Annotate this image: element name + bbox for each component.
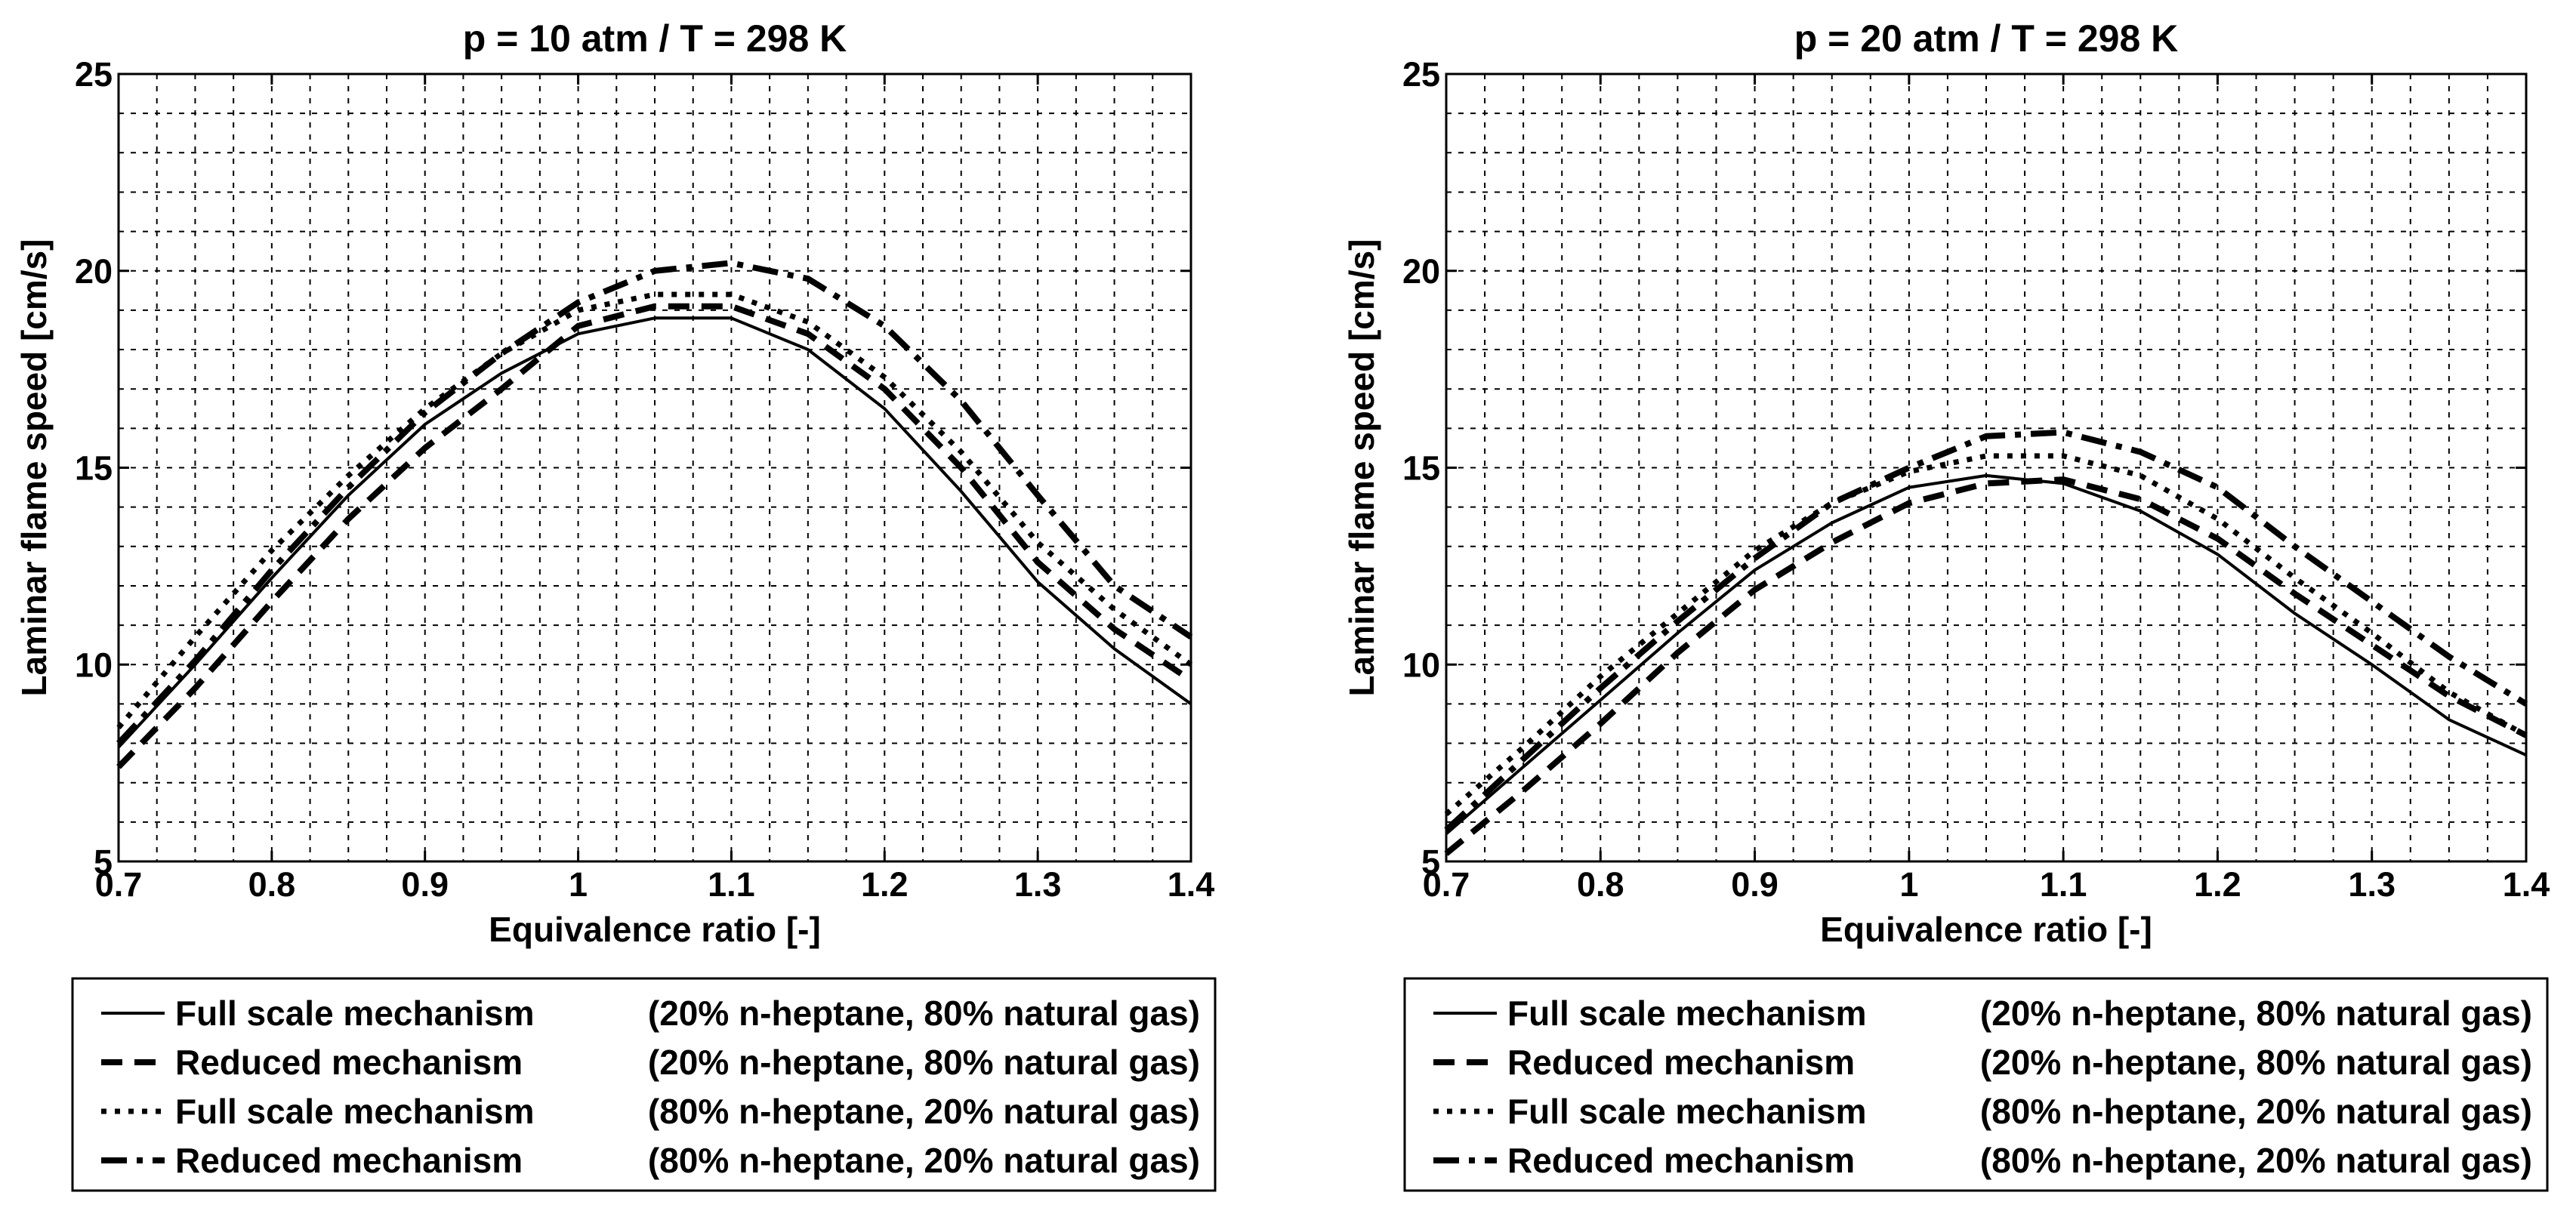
y-tick-label: 15 (75, 449, 113, 488)
legend-label: Reduced mechanism (1507, 1043, 1855, 1082)
x-tick-label: 0.7 (95, 865, 143, 904)
series-line-2-dashed (116, 303, 1193, 769)
x-tick-label: 0.9 (401, 865, 449, 904)
x-tick-label: 1.2 (2194, 865, 2241, 904)
legend: Full scale mechanism (20% n-heptane, 80% … (71, 977, 1217, 1192)
x-tick-label: 0.8 (248, 865, 296, 904)
x-axis-label: Equivalence ratio [-] (489, 910, 821, 949)
chart-1: 0.7 0.8 0.9 1 1.1 1.2 1.3 1.4 5 10 15 20 25 p = 10 at… (14, 17, 1217, 1192)
x-tick-label: 1 (1899, 865, 1918, 904)
x-tick-label: 1.3 (1014, 865, 1062, 904)
x-tick-label: 1.3 (2348, 865, 2396, 904)
y-tick-label: 25 (1402, 55, 1440, 94)
legend-box (71, 977, 1217, 1192)
y-tick-label: 10 (1402, 646, 1440, 684)
y-axis-label: Laminar flame speed [cm/s] (14, 239, 54, 697)
series-line-4-dashdot (1444, 429, 2528, 833)
legend-label: Full scale mechanism (1507, 1092, 1867, 1131)
series-line-4-dashdot (116, 260, 1193, 746)
y-tick-label: 5 (1421, 843, 1440, 881)
legend: Full scale mechanism (20% n-heptane, 80% … (1403, 977, 2549, 1192)
legend-label: Reduced mechanism (1507, 1141, 1855, 1180)
legend-composition: (80% n-heptane, 20% natural gas) (648, 1092, 1200, 1131)
x-tick-label: 1.1 (2040, 865, 2087, 904)
chart-title: p = 20 atm / T = 298 K (1794, 17, 2179, 60)
x-tick-label: 0.8 (1577, 865, 1624, 904)
y-tick-label: 20 (1402, 252, 1440, 291)
y-tick-label: 5 (94, 843, 113, 881)
x-tick-label: 1.1 (708, 865, 755, 904)
legend-composition: (20% n-heptane, 80% natural gas) (1980, 1043, 2532, 1082)
legend-label: Full scale mechanism (175, 994, 535, 1033)
chart-title: p = 10 atm / T = 298 K (463, 17, 847, 60)
y-axis-label: Laminar flame speed [cm/s] (1342, 239, 1381, 697)
y-tick-label: 25 (75, 55, 113, 94)
x-tick-label: 0.9 (1731, 865, 1779, 904)
legend-composition: (20% n-heptane, 80% natural gas) (1980, 994, 2532, 1033)
legend-label: Full scale mechanism (175, 1092, 535, 1131)
legend-composition: (20% n-heptane, 80% natural gas) (648, 1043, 1200, 1082)
legend-label: Reduced mechanism (175, 1043, 523, 1082)
x-tick-label: 1 (569, 865, 588, 904)
series-line-2-dashed (1444, 476, 2528, 856)
legend-composition: (80% n-heptane, 20% natural gas) (1980, 1092, 2532, 1131)
series-line-3-dotted (1444, 453, 2528, 817)
x-tick-label: 1.2 (861, 865, 909, 904)
x-axis-label: Equivalence ratio [-] (1820, 910, 2152, 949)
y-tick-label: 20 (75, 252, 113, 291)
legend-composition: (20% n-heptane, 80% natural gas) (648, 994, 1200, 1033)
grid (1446, 74, 2526, 861)
chart-2: 0.7 0.8 0.9 1 1.1 1.2 1.3 1.4 5 10 15 20 25 p = 20 at… (1342, 17, 2550, 1192)
x-tick-label: 1.4 (1168, 865, 1215, 904)
series-line-1-solid (1445, 473, 2527, 836)
x-tick-label: 0.7 (1423, 865, 1470, 904)
legend-box (1403, 977, 2549, 1192)
legend-label: Full scale mechanism (1507, 994, 1867, 1033)
legend-label: Reduced mechanism (175, 1141, 523, 1180)
y-tick-label: 10 (75, 646, 113, 684)
series-line-1-solid (117, 316, 1192, 749)
legend-composition: (80% n-heptane, 20% natural gas) (1980, 1141, 2532, 1180)
y-tick-label: 15 (1402, 449, 1440, 488)
legend-composition: (80% n-heptane, 20% natural gas) (648, 1141, 1200, 1180)
x-tick-label: 1.4 (2503, 865, 2550, 904)
series-line-3-dotted (116, 291, 1193, 729)
